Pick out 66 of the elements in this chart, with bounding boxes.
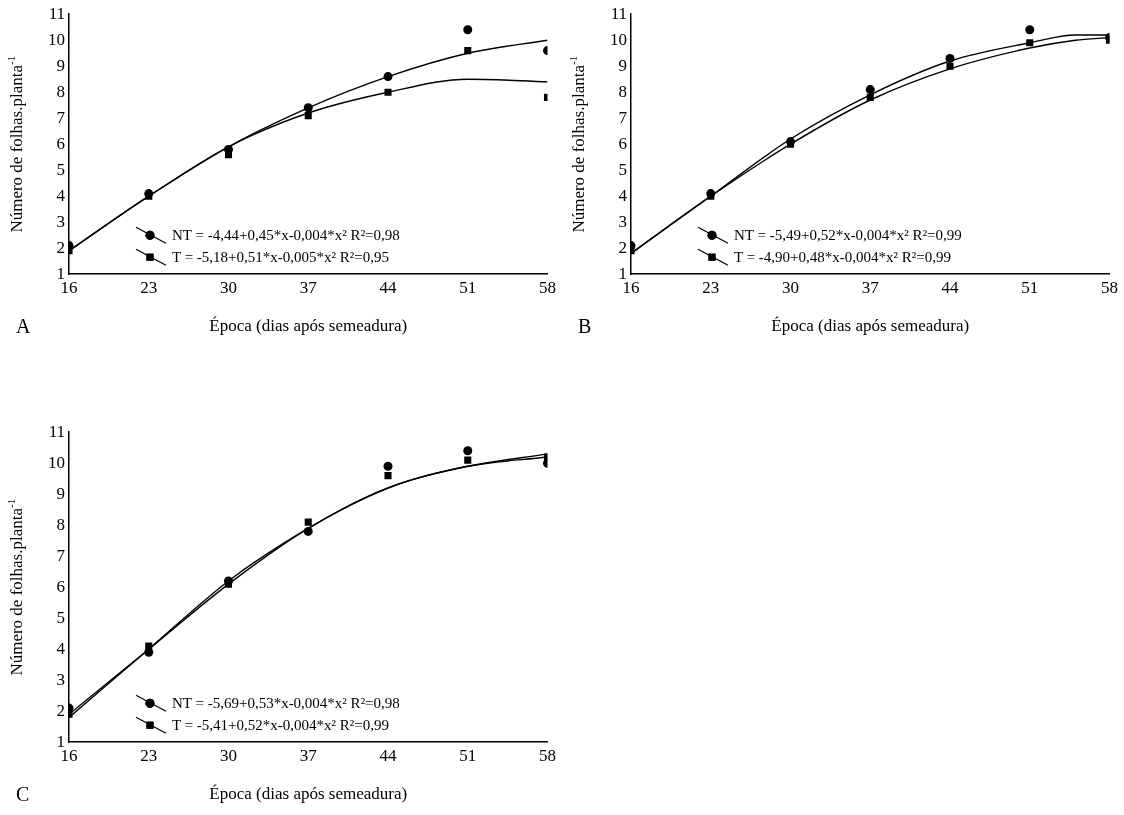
y-tick-label: 9 — [56, 55, 65, 75]
y-tick-label: 7 — [618, 107, 628, 127]
y-tick-label: 6 — [56, 576, 65, 596]
y-tick-label: 8 — [56, 514, 65, 534]
text: C — [16, 783, 30, 805]
legend-label: T = -5,41+0,52*x-0,004*x² R²=0,99 — [171, 717, 390, 734]
x-tick-label: 44 — [941, 277, 959, 297]
y-tick-label: 10 — [48, 452, 65, 472]
x-tick-label: 51 — [459, 277, 477, 297]
y-tick-label: 5 — [618, 159, 627, 179]
y-tick-label: 2 — [618, 237, 627, 257]
y-tick-label: 9 — [56, 483, 65, 503]
y-tick-label: 6 — [56, 133, 65, 153]
y-tick-label: 3 — [618, 211, 627, 231]
legend-label: NT = -5,49+0,52*x-0,004*x² R²=0,99 — [733, 227, 962, 244]
x-tick-label: 51 — [1021, 277, 1039, 297]
y-tick-label: 4 — [56, 638, 66, 658]
y-tick-label: 4 — [618, 185, 628, 205]
x-axis-title: Época (dias após semeadura) — [771, 316, 970, 336]
x-axis-title: Época (dias após semeadura) — [209, 784, 408, 804]
y-axis-title: Número de folhas.planta-1 — [5, 55, 26, 233]
y-axis-title: Número de folhas.planta-1 — [5, 498, 26, 676]
text: B — [578, 315, 592, 337]
x-tick-label: 30 — [782, 277, 799, 297]
y-tick-label: 10 — [48, 29, 65, 49]
y-tick-label: 7 — [56, 545, 66, 565]
y-tick-label: 4 — [56, 185, 66, 205]
x-tick-label: 23 — [702, 277, 720, 297]
x-tick-label: 23 — [140, 277, 158, 297]
x-tick-label: 37 — [299, 277, 318, 297]
legend-label: NT = -4,44+0,45*x-0,004*x² R²=0,98 — [171, 227, 400, 244]
x-tick-label: 23 — [140, 745, 158, 765]
y-tick-label: 6 — [618, 133, 627, 153]
x-tick-label: 37 — [861, 277, 880, 297]
y-axis-title: Número de folhas.planta-1 — [567, 55, 588, 233]
legend-label: T = -5,18+0,51*x-0,005*x² R²=0,95 — [171, 249, 390, 266]
y-tick-label: 3 — [56, 211, 65, 231]
y-tick-label: 11 — [48, 3, 65, 23]
y-tick-label: 8 — [56, 81, 65, 101]
x-tick-label: 37 — [299, 745, 318, 765]
x-tick-label: 58 — [1101, 277, 1118, 297]
y-tick-label: 8 — [618, 81, 627, 101]
text: A — [16, 315, 31, 337]
x-axis-title: Época (dias após semeadura) — [209, 316, 408, 336]
y-tick-label: 2 — [56, 237, 65, 257]
x-tick-label: 58 — [539, 745, 556, 765]
y-tick-label: 2 — [56, 700, 65, 720]
x-tick-label: 44 — [379, 745, 397, 765]
y-tick-label: 7 — [56, 107, 66, 127]
x-tick-label: 51 — [459, 745, 477, 765]
y-tick-label: 10 — [610, 29, 627, 49]
x-tick-label: 30 — [220, 277, 237, 297]
y-tick-label: 1 — [618, 263, 627, 283]
y-tick-label: 5 — [56, 159, 65, 179]
y-tick-label: 11 — [610, 3, 627, 23]
x-tick-label: 30 — [220, 745, 237, 765]
x-tick-label: 44 — [379, 277, 397, 297]
y-tick-label: 11 — [48, 421, 65, 441]
y-tick-label: 1 — [56, 263, 65, 283]
y-tick-label: 3 — [56, 669, 65, 689]
y-tick-label: 5 — [56, 607, 65, 627]
y-tick-label: 1 — [56, 731, 65, 751]
legend-label: T = -4,90+0,48*x-0,004*x² R²=0,99 — [733, 249, 952, 266]
y-tick-label: 9 — [618, 55, 627, 75]
legend-label: NT = -5,69+0,53*x-0,004*x² R²=0,98 — [171, 695, 400, 712]
x-tick-label: 58 — [539, 277, 556, 297]
